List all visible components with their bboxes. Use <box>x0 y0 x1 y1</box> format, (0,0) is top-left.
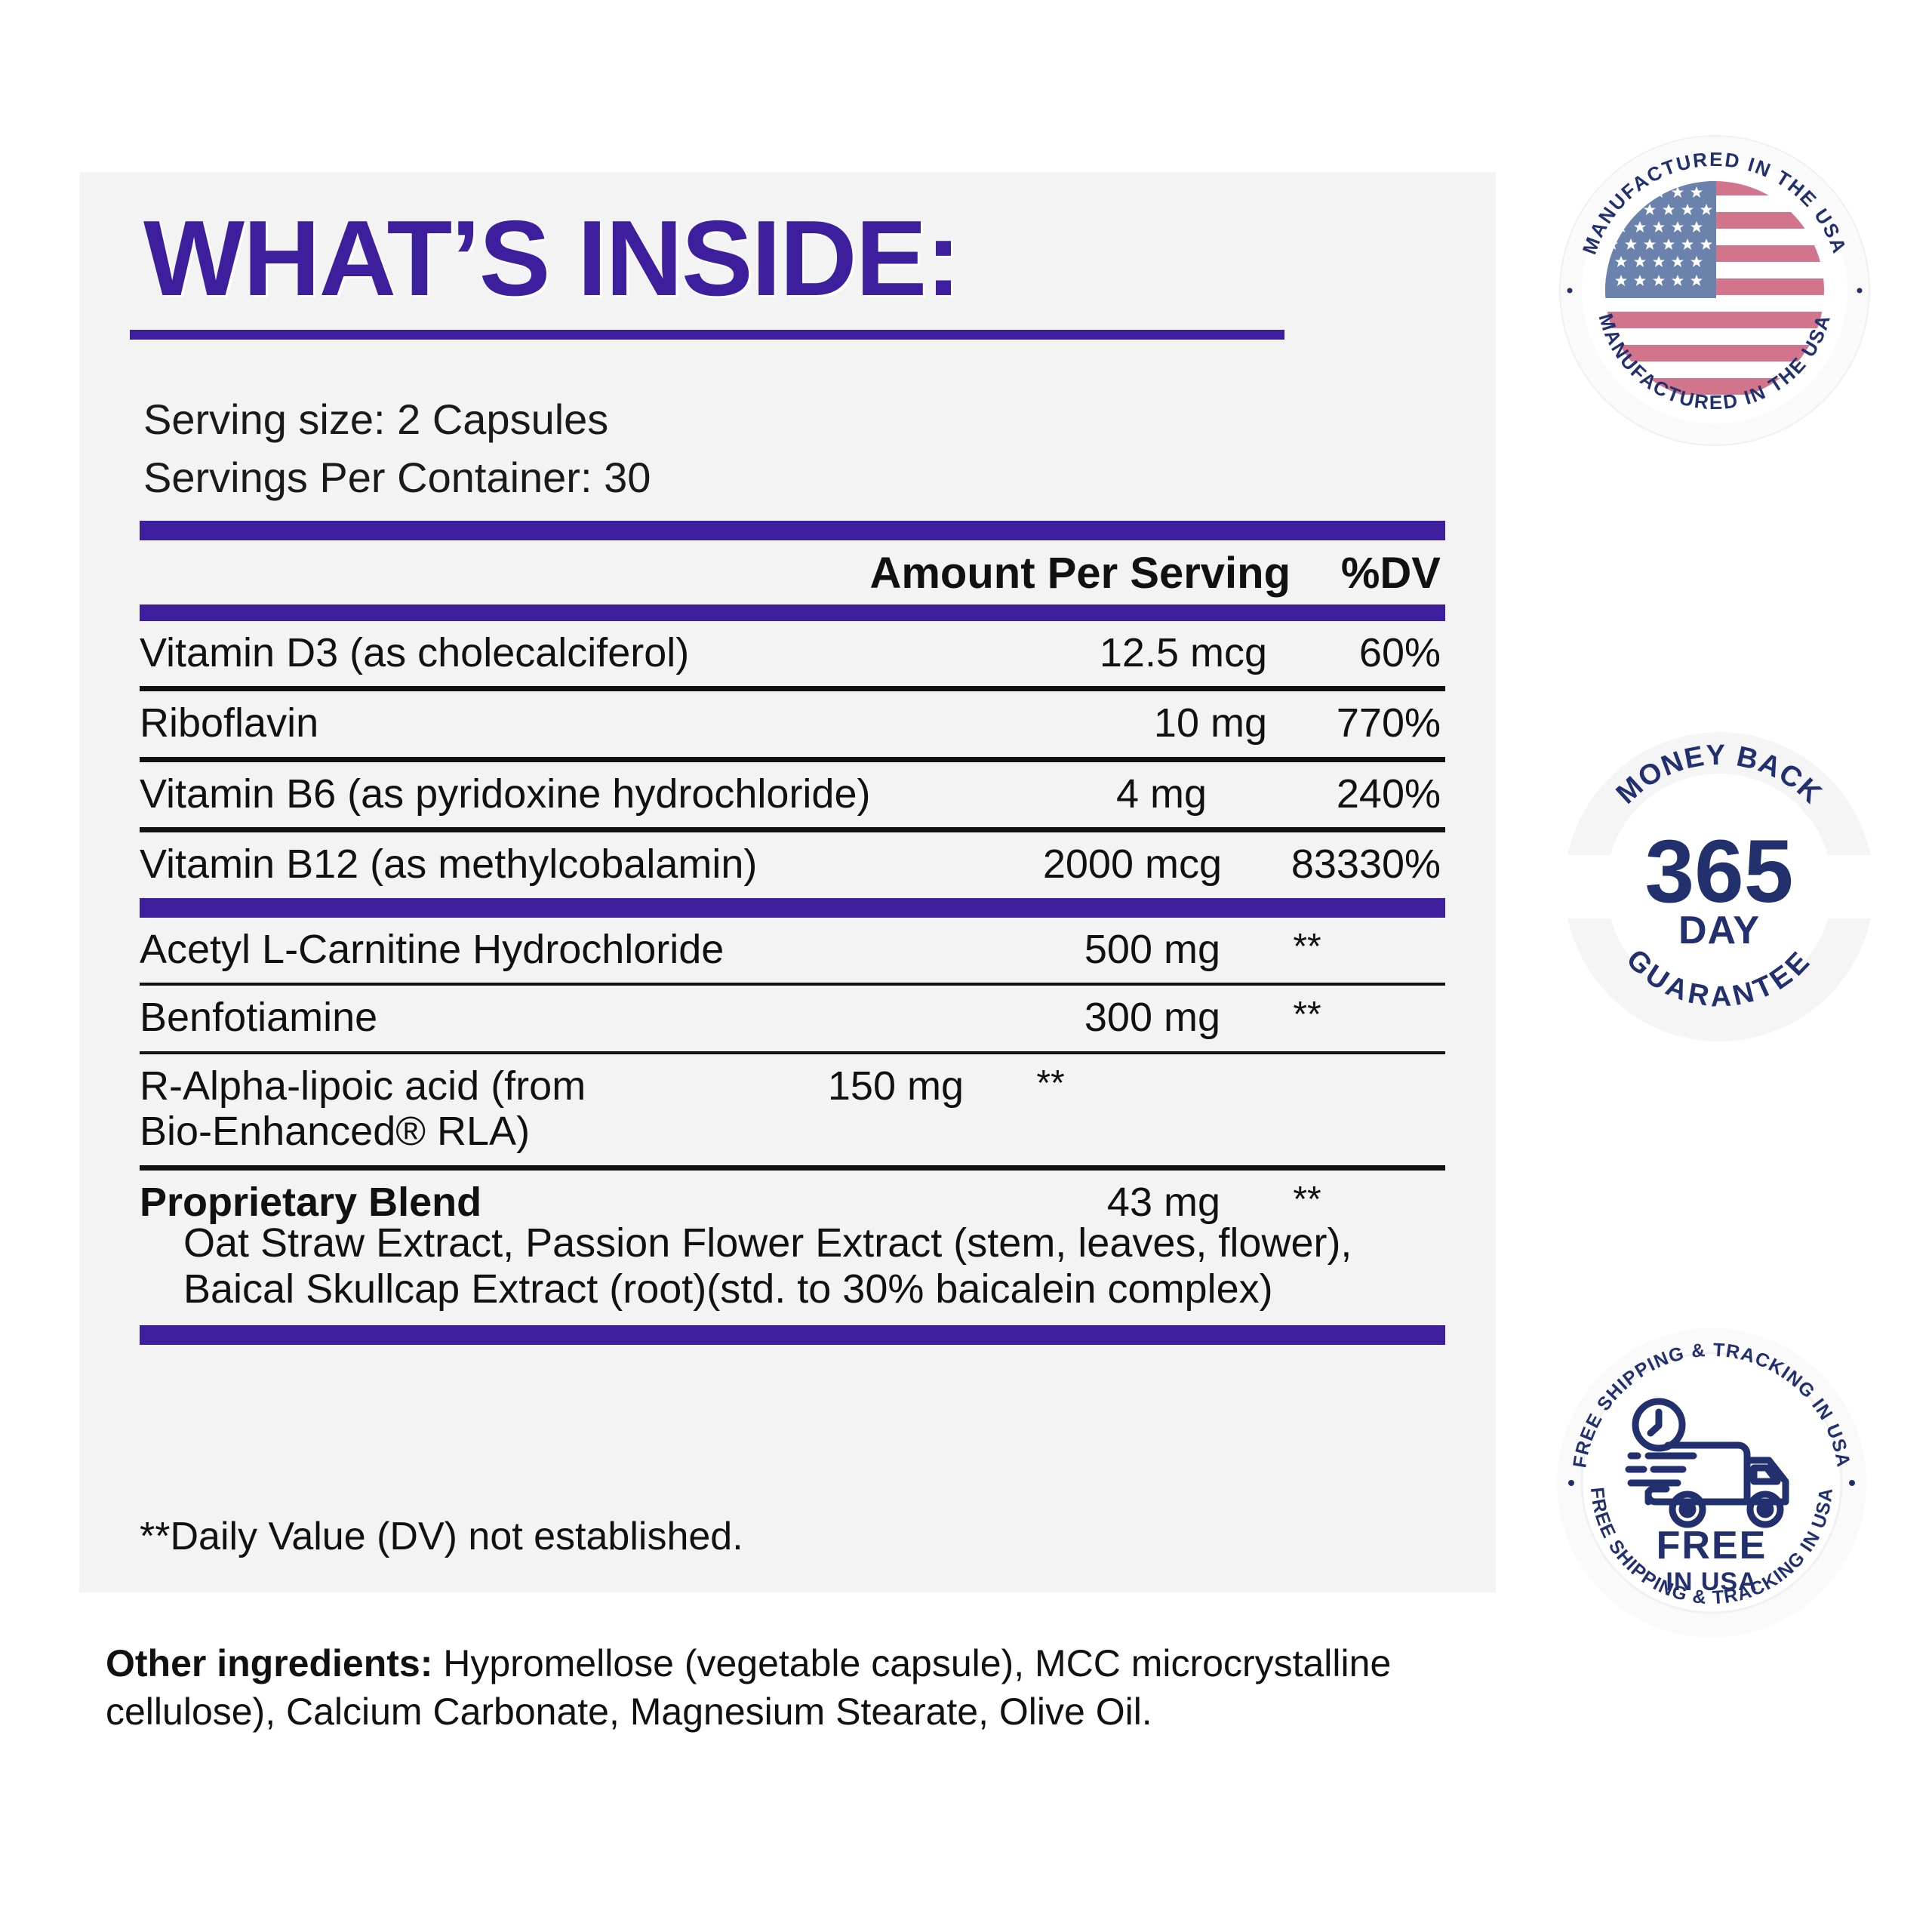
row-dv: 770% <box>1336 700 1441 746</box>
row-dv: ** <box>1293 926 1321 967</box>
row-amount: 10 mg <box>1153 700 1267 746</box>
row-dv: ** <box>1293 1179 1321 1220</box>
row-divider <box>140 756 1445 762</box>
servings-per-container-text: Servings Per Container: 30 <box>143 454 651 501</box>
row-name: Proprietary Blend <box>140 1179 482 1225</box>
manufactured-in-usa-badge: MANUFACTURED IN THE USA MANUFACTURED IN … <box>1559 135 1870 446</box>
row-dv: 60% <box>1358 630 1441 675</box>
title-underline <box>130 330 1284 340</box>
other-ingredients-text: Other ingredients: Hypromellose (vegetab… <box>106 1639 1540 1736</box>
column-header-amount: Amount Per Serving <box>869 549 1291 598</box>
row-amount: 500 mg <box>1084 926 1220 972</box>
delivery-truck-icon <box>1625 1398 1789 1528</box>
row-name: R-Alpha-lipoic acid (from Bio-Enhanced® … <box>140 1063 586 1155</box>
row-name: Vitamin B12 (as methylcobalamin) <box>140 841 758 888</box>
free-shipping-badge: FREE IN USA FREE SHIPPING & TRACKING IN … <box>1557 1328 1866 1638</box>
table-header-bar <box>140 605 1445 621</box>
other-ingredients-list: Hypromellose (vegetable capsule), MCC mi… <box>106 1642 1392 1733</box>
row-dv: ** <box>1036 1063 1065 1103</box>
row-divider <box>140 1164 1445 1171</box>
table-mid-bar <box>140 897 1445 918</box>
table-row: R-Alpha-lipoic acid (from Bio-Enhanced® … <box>140 1054 1445 1165</box>
proprietary-blend-description: Oat Straw Extract, Passion Flower Extrac… <box>183 1220 1352 1312</box>
row-amount: 4 mg <box>1115 771 1207 817</box>
other-ingredients-label: Other ingredients: <box>106 1642 433 1684</box>
shipping-sub-text: IN USA <box>1666 1567 1757 1596</box>
row-amount: 43 mg <box>1106 1179 1220 1225</box>
row-name: Vitamin D3 (as cholecalciferol) <box>140 630 690 675</box>
row-divider <box>140 686 1445 692</box>
row-dv: 83330% <box>1291 841 1441 888</box>
row-dv: 240% <box>1336 771 1441 817</box>
serving-size-text: Serving size: 2 Capsules <box>143 395 609 443</box>
row-amount: 12.5 mcg <box>1099 630 1267 675</box>
table-row: Vitamin B6 (as pyridoxine hydrochloride)… <box>140 762 1445 827</box>
guarantee-days-unit: DAY <box>1678 909 1760 952</box>
badge-inner-circle <box>1580 1352 1843 1614</box>
guarantee-days-number: 365 <box>1645 822 1794 921</box>
supplement-facts-panel <box>79 172 1496 1592</box>
badge-dot-left <box>1567 288 1573 294</box>
table-header-row: Amount Per Serving %DV <box>140 540 1445 605</box>
table-row: Acetyl L-Carnitine Hydrochloride 500 mg … <box>140 918 1445 983</box>
table-row: Vitamin D3 (as cholecalciferol) 12.5 mcg… <box>140 621 1445 686</box>
table-bottom-bar <box>140 1325 1445 1346</box>
table-row: Vitamin B12 (as methylcobalamin) 2000 mc… <box>140 832 1445 897</box>
row-name: Acetyl L-Carnitine Hydrochloride <box>140 926 724 972</box>
badge-center-disc <box>1606 774 1832 1000</box>
badge-dot-right <box>1857 288 1863 294</box>
row-divider <box>140 1051 1445 1054</box>
shipping-main-text: FREE <box>1657 1524 1767 1567</box>
money-back-guarantee-badge: 365 DAY MONEY BACK GUARANTEE <box>1561 732 1878 1041</box>
table-top-bar <box>140 521 1445 540</box>
row-name: Vitamin B6 (as pyridoxine hydrochloride) <box>140 771 871 817</box>
row-amount: 2000 mcg <box>1042 841 1222 888</box>
page-title: WHAT’S INSIDE: <box>143 198 961 318</box>
table-row: Benfotiamine 300 mg ** <box>140 986 1445 1051</box>
row-amount: 150 mg <box>827 1063 964 1109</box>
nutrition-facts-table: Amount Per Serving %DV Vitamin D3 (as ch… <box>140 521 1445 1346</box>
table-row-proprietary-blend: Proprietary Blend 43 mg ** <box>140 1171 1445 1225</box>
row-dv: ** <box>1293 995 1321 1035</box>
row-name: Riboflavin <box>140 700 319 746</box>
badge-dot-left <box>1568 1480 1574 1486</box>
row-divider <box>140 827 1445 833</box>
row-divider <box>140 983 1445 986</box>
row-name: Benfotiamine <box>140 995 378 1041</box>
column-header-dv: %DV <box>1340 549 1441 598</box>
table-row: Riboflavin 10 mg 770% <box>140 691 1445 756</box>
row-amount: 300 mg <box>1084 995 1220 1041</box>
daily-value-note: **Daily Value (DV) not established. <box>140 1515 743 1558</box>
badge-dot-right <box>1849 1480 1855 1486</box>
